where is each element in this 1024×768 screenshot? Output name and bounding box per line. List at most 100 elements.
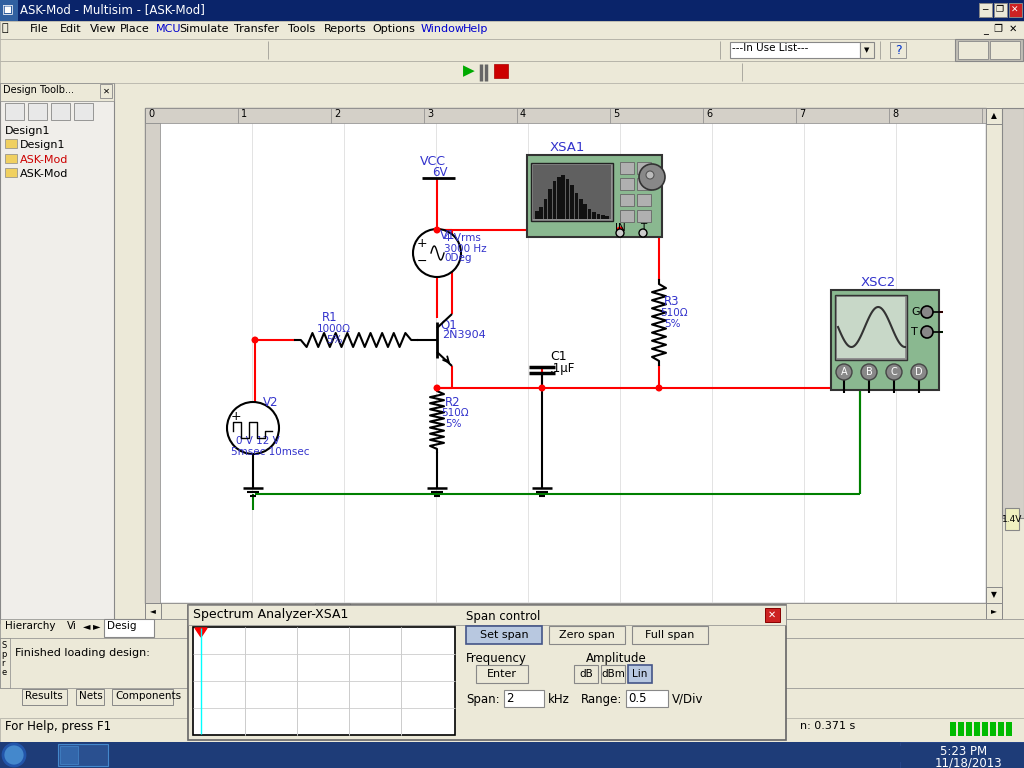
Bar [188,605,786,625]
Text: ▼: ▼ [991,591,997,600]
Text: Edit: Edit [59,24,82,34]
Bar [584,204,587,219]
Circle shape [616,227,624,233]
Circle shape [227,402,279,454]
Text: 0: 0 [148,109,155,119]
Circle shape [639,229,647,237]
Text: A: A [841,367,847,377]
Text: 5: 5 [613,109,620,119]
Bar [527,155,662,237]
Bar [990,41,1020,59]
Text: Range:: Range: [581,693,623,706]
Text: kHz: kHz [548,693,570,706]
Text: 5msec 10msec: 5msec 10msec [231,447,309,457]
Text: V1: V1 [440,229,456,242]
Bar [0,0,1024,21]
Bar [637,194,651,206]
Bar [0,619,1024,639]
Bar [880,746,896,762]
Text: Enter: Enter [487,669,517,679]
Text: ✕: ✕ [1012,5,1019,15]
Circle shape [252,336,258,343]
Circle shape [911,364,927,380]
Text: ❐: ❐ [996,5,1005,15]
Bar [60,746,78,764]
Circle shape [639,164,665,190]
Text: G: G [911,307,920,317]
Text: XSC2: XSC2 [861,276,896,289]
Text: R3: R3 [664,295,680,308]
Bar [100,84,112,98]
Bar [540,207,543,219]
Bar [958,41,988,59]
Text: MCU: MCU [156,24,181,34]
Bar [831,290,939,390]
Bar [145,603,1002,619]
Bar [900,746,916,762]
Text: 1: 1 [241,109,247,119]
Bar [574,193,579,219]
Bar [145,108,986,603]
Bar [966,722,972,736]
Text: ✕: ✕ [768,610,776,620]
Bar [950,722,956,736]
Text: 7: 7 [799,109,805,119]
Bar [0,638,10,688]
Bar [730,42,860,58]
Circle shape [616,229,624,237]
Bar [986,603,1002,619]
Text: 4: 4 [520,109,526,119]
Bar [588,209,591,219]
Bar [626,690,668,707]
Text: Nets: Nets [79,691,102,701]
Bar [145,108,986,123]
Text: Hierarchy: Hierarchy [5,621,55,631]
Text: ◄: ◄ [151,607,156,615]
Circle shape [921,306,933,318]
Text: 8: 8 [892,109,898,119]
Text: V/Div: V/Div [672,693,703,706]
Text: B: B [865,367,872,377]
Bar [570,185,573,219]
Bar [112,689,173,705]
Bar [145,123,160,603]
Text: Results: Results [25,691,62,701]
Bar [637,210,651,222]
Text: 3000 Hz: 3000 Hz [444,244,486,254]
Text: XSA1: XSA1 [549,141,585,154]
Circle shape [886,364,902,380]
Bar [494,64,508,78]
Text: 510Ω: 510Ω [660,308,688,318]
Text: Design1: Design1 [20,140,66,150]
Bar [0,83,114,101]
Bar [620,194,634,206]
Text: 2: 2 [334,109,340,119]
Text: Transfer: Transfer [233,24,279,34]
Text: ▼: ▼ [864,47,869,53]
Bar [535,211,539,219]
Text: Spectrum Analyzer-XSA1: Spectrum Analyzer-XSA1 [193,608,348,621]
Bar [74,103,93,120]
Bar [5,103,24,120]
Circle shape [655,385,663,392]
Text: Lin: Lin [632,669,648,679]
Circle shape [433,227,440,233]
Bar [986,108,1002,124]
Text: Reports: Reports [325,24,367,34]
Text: 510Ω: 510Ω [441,408,469,418]
Text: Span control: Span control [466,610,541,623]
Text: ASK-Mod: ASK-Mod [20,169,69,179]
Bar [592,212,596,219]
Text: ►: ► [991,607,997,615]
Text: For Help, press F1: For Help, press F1 [5,720,112,733]
Bar [0,21,1024,39]
Text: ---In Use List---: ---In Use List--- [732,43,808,53]
Text: 0Deg: 0Deg [444,253,471,263]
Text: Span:: Span: [466,693,500,706]
Text: ?: ? [895,44,901,57]
Text: Q1: Q1 [440,318,457,331]
Text: Vi: Vi [67,621,77,631]
Bar [986,108,1002,603]
Text: ◄: ◄ [83,621,90,631]
Text: Design Toolb...: Design Toolb... [3,85,74,95]
